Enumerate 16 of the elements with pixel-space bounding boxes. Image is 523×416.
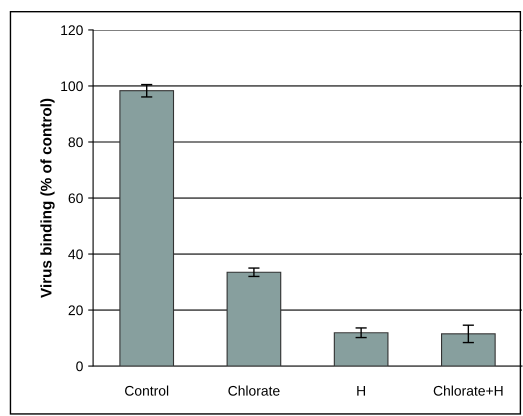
y-tick-label: 100 — [61, 81, 83, 92]
x-tick-label: H — [357, 386, 366, 396]
y-tick-label: 60 — [68, 193, 83, 204]
y-tick-label: 0 — [76, 361, 83, 372]
bar — [119, 90, 174, 366]
y-tick-label: 80 — [68, 137, 83, 148]
x-tick-label: Chlorate+H — [434, 386, 503, 396]
y-tick-label: 20 — [68, 305, 83, 316]
bar — [226, 272, 282, 366]
x-tick-label: Control — [125, 386, 168, 396]
bar — [440, 333, 496, 366]
y-axis-title: Virus binding (% of control) — [40, 98, 55, 298]
bar — [334, 332, 388, 366]
y-tick-label: 120 — [61, 25, 83, 36]
y-tick-label: 40 — [68, 249, 83, 260]
x-tick-label: Chlorate — [228, 386, 280, 396]
